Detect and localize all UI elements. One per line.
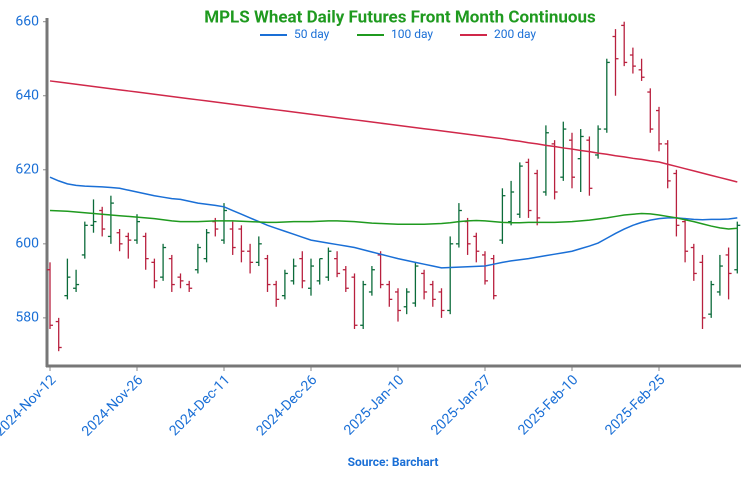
source: Source: Barchart [348,455,439,469]
y-tick-label: 620 [15,161,39,177]
y-tick-label: 660 [15,13,39,29]
x-tick-label: 2024-Dec-26 [253,372,320,439]
y-tick-label: 640 [15,87,39,103]
ma-line [49,209,738,230]
x-tick-label: 2025-Feb-25 [602,372,668,438]
y-tick-label: 600 [15,236,39,252]
x-tick-label: 2024-Nov-26 [79,372,147,440]
ma-line [49,176,738,269]
legend-label: 100 day [391,27,433,41]
legend-label: 200 day [494,27,536,41]
ma-line [49,80,738,183]
chart-title: MPLS Wheat Daily Futures Front Month Con… [204,7,596,27]
y-tick-label: 580 [15,310,39,326]
x-tick-label: 2025-Feb-10 [515,372,581,438]
x-tick-label: 2024-Dec-11 [166,372,233,439]
x-tick-label: 2025-Jan-10 [341,372,408,439]
legend-label: 50 day [294,27,330,41]
x-tick-label: 2024-Nov-12 [0,372,60,440]
x-tick-label: 2025-Jan-27 [428,372,495,439]
